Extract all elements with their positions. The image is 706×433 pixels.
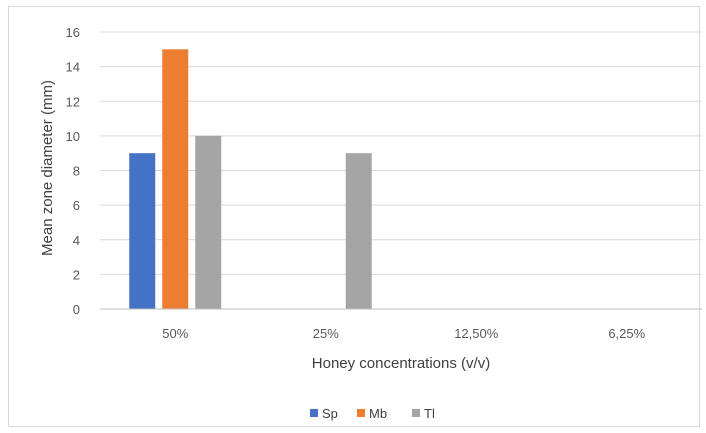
legend-label-mb: Mb	[369, 406, 387, 421]
y-tick-label: 6	[73, 198, 80, 213]
y-tick-label: 0	[73, 302, 80, 317]
y-tick-label: 8	[73, 164, 80, 179]
legend-label-tl: Tl	[424, 406, 435, 421]
x-tick-label: 12,50%	[454, 326, 499, 341]
bar-mb-0	[162, 49, 189, 309]
legend-label-sp: Sp	[322, 406, 338, 421]
bars	[129, 49, 372, 309]
x-axis-ticks: 50% 25% 12,50% 6,25%	[162, 326, 645, 341]
y-tick-label: 12	[66, 94, 80, 109]
x-tick-label: 6,25%	[608, 326, 645, 341]
legend-swatch-sp	[310, 409, 318, 417]
y-tick-label: 16	[66, 25, 80, 40]
bar-tl-0	[195, 135, 222, 309]
y-axis-title: Mean zone diameter (mm)	[39, 80, 56, 256]
x-tick-label: 50%	[162, 326, 188, 341]
legend-swatch-tl	[412, 409, 420, 417]
y-tick-label: 4	[73, 233, 80, 248]
legend-swatch-mb	[357, 409, 365, 417]
x-axis-title: Honey concentrations (v/v)	[312, 355, 490, 372]
y-tick-label: 10	[66, 129, 80, 144]
y-tick-label: 14	[66, 60, 80, 75]
x-tick-label: 25%	[313, 326, 339, 341]
bar-sp-0	[129, 153, 156, 309]
legend: Sp Mb Tl	[310, 406, 435, 421]
gridlines	[100, 31, 702, 275]
bar-tl-1	[345, 153, 372, 309]
y-axis-ticks: 0 2 4 6 8 10 12 14 16	[66, 25, 80, 317]
y-tick-label: 2	[73, 267, 80, 282]
